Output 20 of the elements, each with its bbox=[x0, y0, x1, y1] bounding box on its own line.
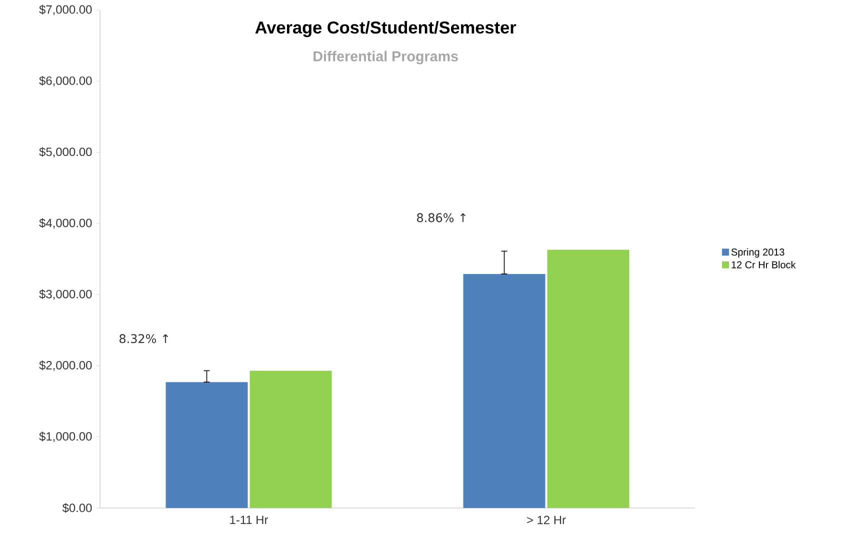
y-tick-label: $7,000.00 bbox=[39, 4, 92, 16]
y-tick-label: $2,000.00 bbox=[39, 360, 92, 371]
text: Differential Programs bbox=[314, 50, 458, 64]
text: Average Cost/Student/Semester bbox=[255, 20, 516, 38]
y-tick-label: $5,000.00 bbox=[39, 147, 92, 158]
bar bbox=[250, 370, 332, 508]
y-tick-label: $1,000.00 bbox=[39, 432, 92, 442]
x-tick-label: > 12 Hr bbox=[527, 516, 566, 524]
y-tick-label: $4,000.00 bbox=[39, 218, 92, 229]
legend-label: Spring 2013 bbox=[731, 248, 784, 258]
annotation: 8.86% ↑ bbox=[417, 213, 466, 222]
x-tick-label: 1-11 Hr bbox=[230, 516, 268, 524]
y-tick-label: $0.00 bbox=[62, 503, 92, 513]
y-tick-label: $3,000.00 bbox=[39, 289, 92, 300]
legend-label: 12 Cr Hr Block bbox=[732, 260, 796, 268]
bar bbox=[463, 274, 546, 508]
y-tick-label: $6,000.00 bbox=[39, 76, 92, 86]
bar bbox=[547, 250, 630, 508]
bar bbox=[166, 382, 248, 508]
annotation: 8.32% ↑ bbox=[120, 334, 168, 344]
